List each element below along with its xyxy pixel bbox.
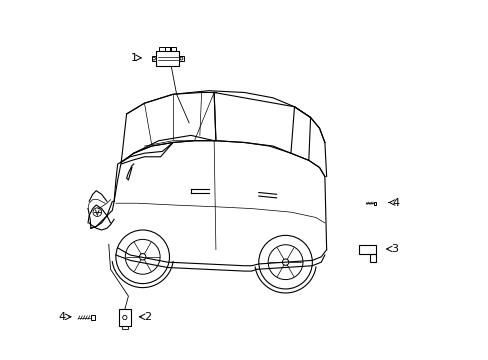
Bar: [164, 47, 170, 51]
Bar: [122, 325, 127, 329]
Bar: [119, 310, 130, 325]
Bar: [159, 47, 165, 51]
Bar: [179, 56, 183, 61]
Text: 1: 1: [130, 53, 137, 63]
Text: 2: 2: [144, 312, 151, 322]
Bar: [90, 315, 95, 320]
Text: 3: 3: [390, 244, 397, 254]
Bar: [358, 245, 376, 254]
Text: 4: 4: [391, 198, 398, 207]
Bar: [151, 56, 156, 61]
Text: 4: 4: [59, 312, 66, 322]
Bar: [369, 254, 376, 262]
Bar: [373, 202, 375, 204]
Bar: [170, 47, 176, 51]
Bar: [156, 51, 179, 66]
